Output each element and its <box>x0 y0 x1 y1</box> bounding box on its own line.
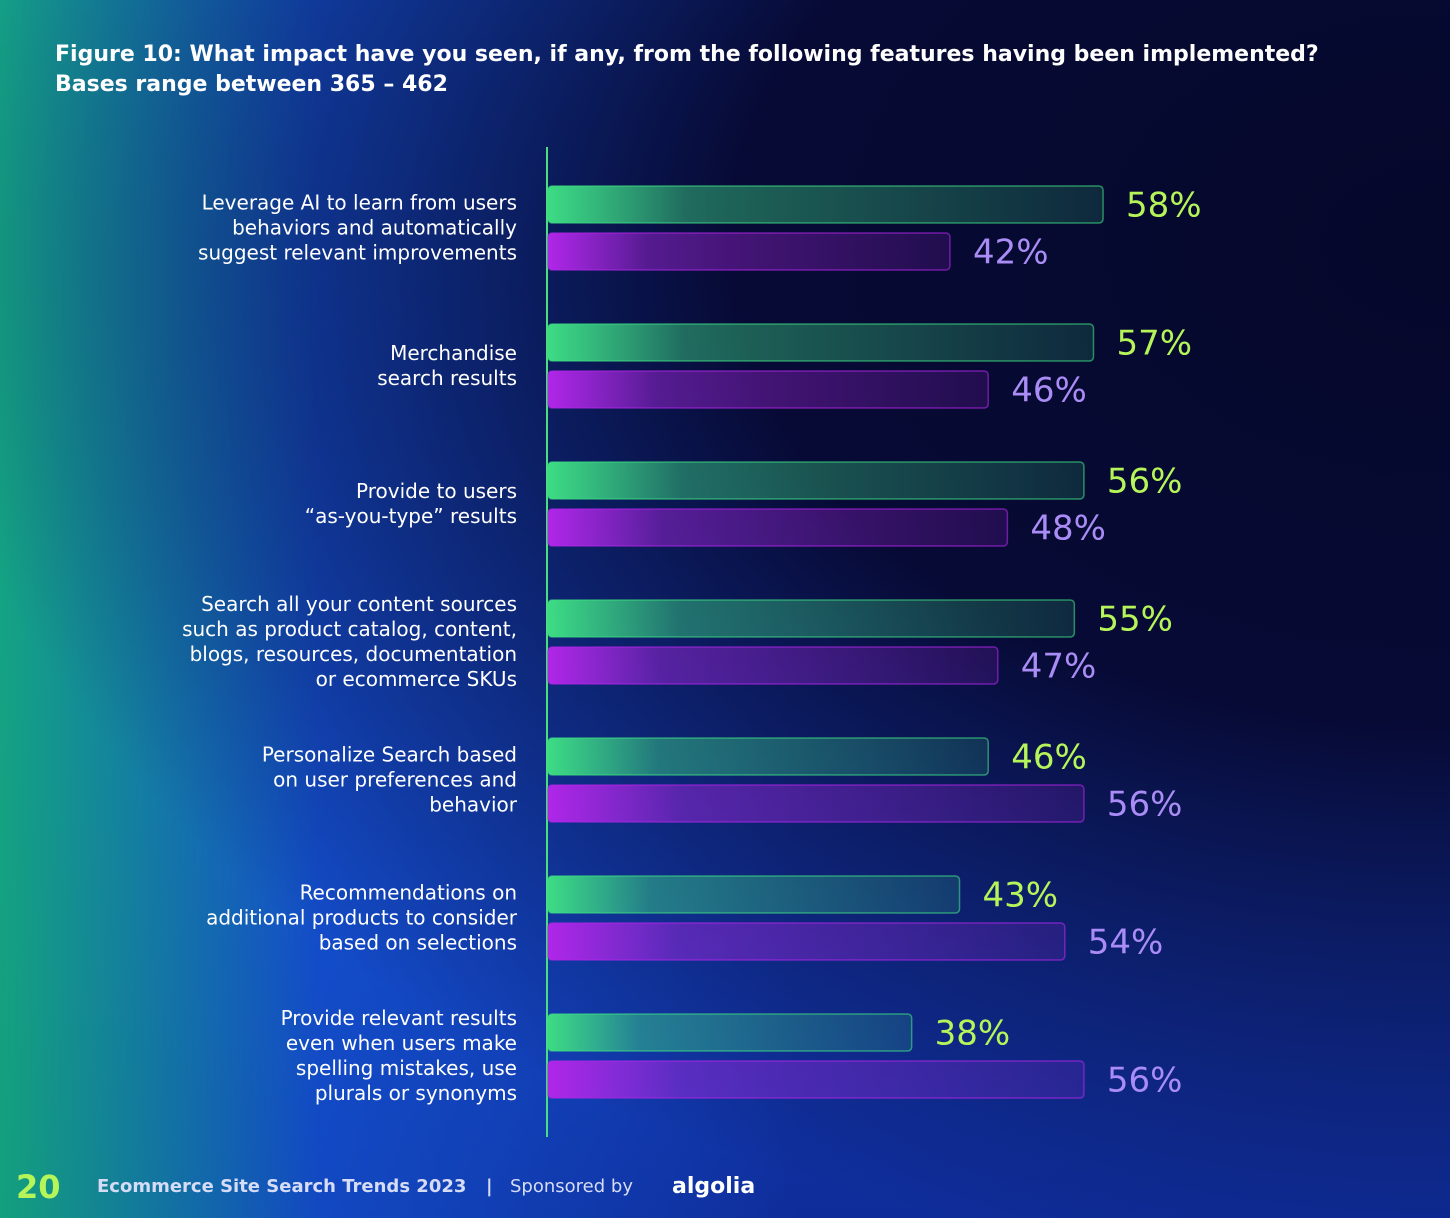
value-label: 38% <box>935 1014 1011 1054</box>
category-label: Leverage AI to learn from users behavior… <box>198 190 517 265</box>
category-label: Merchandise search results <box>377 341 517 390</box>
page-number: 20 <box>16 1168 61 1206</box>
value-label: 47% <box>1021 647 1097 687</box>
category-label: Provide to users “as-you-type” results <box>304 479 517 528</box>
value-label: 56% <box>1107 462 1183 502</box>
value-label: 48% <box>1030 509 1106 549</box>
bar <box>547 461 1085 500</box>
value-label: 55% <box>1097 600 1173 640</box>
value-label: 58% <box>1126 186 1202 226</box>
bar <box>547 922 1066 961</box>
bar <box>547 323 1095 362</box>
bar <box>547 232 951 271</box>
value-label: 57% <box>1116 324 1192 364</box>
bar <box>547 646 999 685</box>
value-label: 46% <box>1011 371 1087 411</box>
bar <box>547 784 1085 823</box>
brand: algolia <box>672 1174 756 1199</box>
sponsor: Sponsored by <box>510 1176 633 1197</box>
value-label: 54% <box>1088 923 1164 963</box>
bar <box>547 737 989 776</box>
bar <box>547 1013 913 1052</box>
bar <box>547 370 989 409</box>
bar <box>547 1060 1085 1099</box>
value-label: 56% <box>1107 1061 1183 1101</box>
value-label: 43% <box>983 876 1059 916</box>
publication: Ecommerce Site Search Trends 2023 <box>97 1176 467 1197</box>
category-label: Personalize Search based on user prefere… <box>261 742 517 817</box>
value-label: 42% <box>973 233 1049 273</box>
category-label: Recommendations on additional products t… <box>206 880 517 955</box>
bar <box>547 599 1076 638</box>
bar <box>547 185 1104 224</box>
chart-subtitle: Bases range between 365 – 462 <box>55 72 448 97</box>
value-label: 56% <box>1107 785 1183 825</box>
bar <box>547 508 1009 547</box>
category-label: Provide relevant results even when users… <box>280 1006 517 1105</box>
separator: | <box>486 1176 493 1197</box>
chart-title: Figure 10: What impact have you seen, if… <box>55 42 1319 67</box>
category-label: Search all your content sources such as … <box>182 592 517 691</box>
bar <box>547 875 961 914</box>
value-label: 46% <box>1011 738 1087 778</box>
